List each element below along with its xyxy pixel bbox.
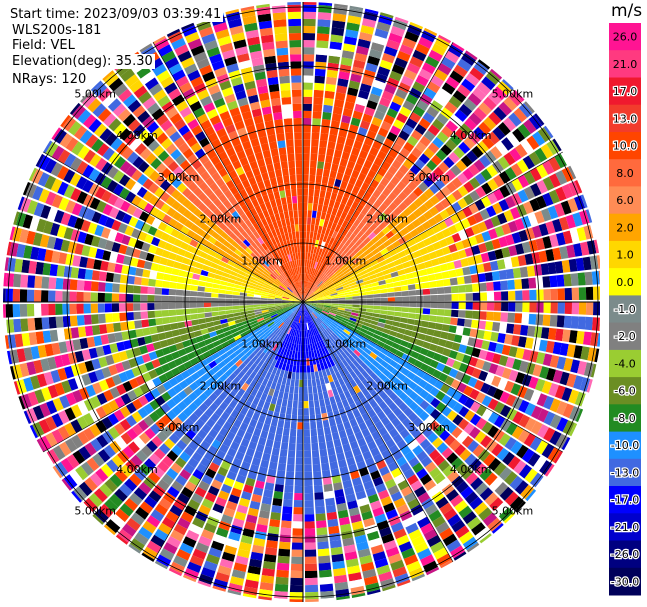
range-ring-label: 2.00km: [366, 213, 408, 226]
azimuth-spoke: [302, 301, 563, 453]
ppi-scan-plot: 1.00km 1.00km 1.00km 1.00km 2.00km 2.00km 2.00…: [2, 1, 600, 602]
colorbar-tick-label: 1.0: [616, 249, 634, 262]
colorbar-unit: m/s: [611, 1, 643, 21]
colorbar-bin: [609, 458, 641, 487]
range-ring-label: 3.00km: [408, 421, 450, 434]
colorbar-tick-label: -10.0: [611, 439, 639, 452]
colorbar-tick-label: -1.0: [614, 303, 635, 316]
colorbar-tick-label: -21.0: [611, 521, 639, 534]
colorbar-tick-label: 21.0: [613, 58, 638, 71]
colorbar-bin: [609, 213, 641, 242]
velocity-sectors: [2, 1, 600, 602]
colorbar-tick-label: 8.0: [616, 167, 634, 180]
range-ring-label: 5.00km: [492, 505, 534, 518]
colorbar-tick-label: -13.0: [611, 466, 639, 479]
colorbar-bin: [609, 295, 641, 324]
azimuth-spoke: [43, 151, 304, 303]
range-ring-label: 4.00km: [116, 463, 158, 476]
colorbar-tick-label: -8.0: [614, 412, 635, 425]
colorbar-tick-label: 13.0: [613, 112, 638, 125]
range-ring-label: 4.00km: [116, 129, 158, 142]
colorbar-tick-label: -17.0: [611, 494, 639, 507]
range-ring-label: 2.00km: [200, 213, 242, 226]
colorbar-bin: [609, 377, 641, 405]
elevation-label: Elevation(deg): 35.30: [12, 54, 155, 69]
azimuth-spoke: [302, 151, 563, 303]
colorbar-tick-label: 26.0: [613, 31, 638, 44]
azimuth-spoke: [152, 42, 304, 303]
colorbar-tick-label: -4.0: [614, 358, 635, 371]
colorbar-tick-label: 6.0: [616, 194, 634, 207]
range-ring-label: 3.00km: [408, 171, 450, 184]
range-ring-label: 2.00km: [366, 379, 408, 392]
range-ring-label: 1.00km: [325, 254, 367, 267]
range-ring-label: 3.00km: [158, 171, 200, 184]
range-ring-label: 5.00km: [74, 87, 116, 100]
colorbar-tick-label: 0.0: [616, 276, 634, 289]
colorbar-bin: [609, 50, 641, 78]
colorbar-tick-label: -2.0: [614, 330, 635, 343]
velocity-colorbar: 26.0 21.0 17.0 13.0 10.0 8.0 6.0 2.0 1.0 0.0 -1.0 -…: [609, 23, 641, 596]
range-ring-label: 4.00km: [450, 463, 492, 476]
colorbar-tick-label: -30.0: [611, 575, 639, 588]
range-ring-label: 3.00km: [158, 421, 200, 434]
colorbar-bin: [609, 404, 641, 432]
colorbar-bin: [609, 104, 641, 133]
start-time-label: Start time: 2023/09/03 03:39:41: [10, 7, 224, 22]
colorbar-bin: [609, 513, 641, 541]
colorbar-bin: [609, 322, 641, 351]
azimuth-spoke: [302, 42, 454, 303]
colorbar-bin: [609, 159, 641, 187]
range-ring-label: 4.00km: [450, 129, 492, 142]
range-ring-label: 5.00km: [74, 505, 116, 518]
colorbar-bin: [609, 132, 641, 160]
colorbar-tick-label: -6.0: [614, 385, 635, 398]
colorbar-bin: [609, 349, 641, 378]
colorbar-tick-label: 2.0: [616, 221, 634, 234]
colorbar-bin: [609, 77, 641, 106]
colorbar-bin: [609, 240, 641, 269]
colorbar-tick-label: 10.0: [613, 140, 638, 153]
range-ring-label: 5.00km: [492, 87, 534, 100]
azimuth-spoke: [43, 301, 304, 453]
colorbar-bin: [609, 486, 641, 514]
nrays-label: NRays: 120: [12, 72, 87, 87]
range-ring-label: 1.00km: [241, 254, 283, 267]
range-ring-label: 2.00km: [200, 379, 242, 392]
colorbar-tick-label: -26.0: [611, 548, 639, 561]
colorbar-bin: [609, 23, 641, 51]
azimuth-spoke: [152, 301, 304, 562]
range-ring-labels: 1.00km 1.00km 1.00km 1.00km 2.00km 2.00km 2.00…: [74, 87, 533, 517]
colorbar-bin: [609, 540, 641, 569]
field-label: Field: VEL: [12, 38, 75, 53]
colorbar-bin: [609, 186, 641, 215]
range-ring-label: 1.00km: [241, 338, 283, 351]
azimuth-spokes: [3, 2, 600, 602]
azimuth-spoke: [302, 301, 454, 562]
range-ring-label: 1.00km: [325, 338, 367, 351]
colorbar-bin: [609, 431, 641, 460]
instrument-label: WLS200s-181: [12, 23, 102, 38]
colorbar-tick-label: 17.0: [613, 85, 638, 98]
colorbar-bin: [609, 567, 641, 596]
colorbar-bin: [609, 268, 641, 296]
